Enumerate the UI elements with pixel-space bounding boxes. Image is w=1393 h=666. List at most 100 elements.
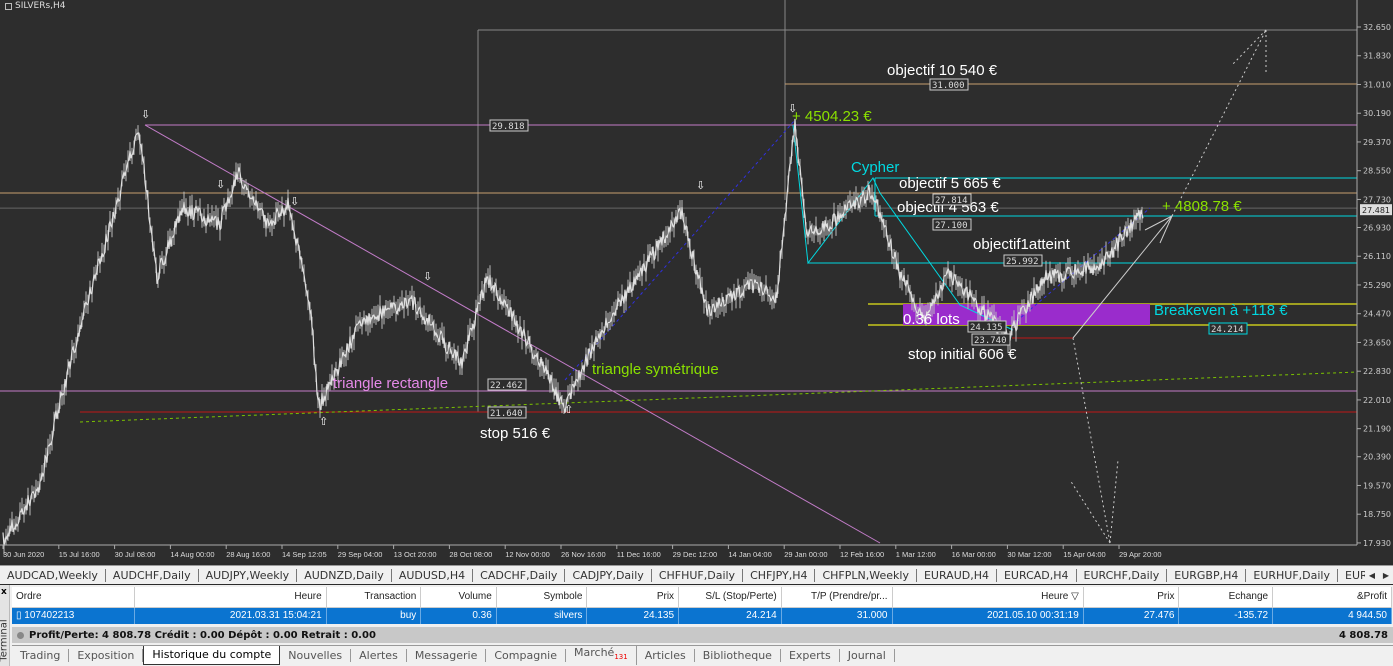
column-header[interactable]: Prix: [586, 587, 680, 608]
column-header[interactable]: &Profit: [1272, 587, 1392, 608]
x-tick-label: 29 Sep 04:00: [338, 550, 383, 559]
level-label-l29818: 29.818: [492, 122, 525, 132]
table-cell: ▯ 107402213: [12, 607, 136, 624]
x-tick-label: 29 Apr 20:00: [1119, 550, 1162, 559]
x-tick-label: 12 Feb 16:00: [840, 550, 884, 559]
annotation-stop-initial: stop initial 606 €: [908, 346, 1017, 363]
annotation-objectif10: objectif 10 540 €: [887, 62, 998, 79]
level-box-l22462: [487, 378, 527, 391]
chart-canvas[interactable]: ⇩ ⇩ ⇩ ⇩ ⇩ ⇩ ⇧ ⇧ 32.650 31.830 31.010 30.190 29.370 2…: [0, 0, 1393, 563]
y-tick-label: 23.650: [1363, 338, 1391, 347]
symbol-tab[interactable]: EURCHF,Daily: [1077, 568, 1168, 582]
level-box-l29818: [489, 119, 529, 132]
x-tick-label: 14 Jan 04:00: [728, 550, 771, 559]
table-cell: buy: [326, 607, 422, 624]
table-cell: 31.000: [781, 607, 893, 624]
column-header[interactable]: Transaction: [326, 587, 422, 608]
y-tick-label: 27.730: [1363, 195, 1391, 204]
history-table: Ordre Heure Transaction Volume Symbole Prix S/…: [12, 587, 1392, 624]
symbol-tab[interactable]: EURHUF,Daily: [1246, 568, 1338, 582]
terminal-tab[interactable]: Alertes: [351, 649, 407, 662]
symbol-tab[interactable]: AUDCHF,Daily: [106, 568, 199, 582]
annotation-triangle-symetrique: triangle symétrique: [592, 361, 719, 378]
terminal-tab[interactable]: Marché131: [566, 646, 637, 665]
annotation-breakeven: Breakeven à +118 €: [1154, 302, 1288, 319]
column-header[interactable]: Echange: [1178, 587, 1274, 608]
terminal-tab[interactable]: Compagnie: [486, 649, 567, 662]
column-header[interactable]: Prix: [1083, 587, 1180, 608]
level-box-l27100: [932, 218, 972, 231]
y-tick-label: 22.010: [1363, 396, 1391, 405]
level-label-l22462: 22.462: [490, 381, 523, 391]
projection-dashed-up: [1171, 29, 1267, 217]
summary-bar: Profit/Perte: 4 808.78 Crédit : 0.00 Dép…: [12, 627, 1393, 643]
x-tick-label: 15 Apr 04:00: [1063, 550, 1106, 559]
terminal-label: Terminal: [0, 619, 10, 662]
x-tick-label: 13 Oct 20:00: [394, 550, 437, 559]
column-header[interactable]: Heure: [134, 587, 327, 608]
table-cell: 27.476: [1083, 607, 1180, 624]
symbol-tab[interactable]: EURGBP,H4: [1167, 568, 1247, 582]
symbol-tabs: AUDCAD,Weekly AUDCHF,Daily AUDJPY,Weekly AU…: [0, 565, 1393, 584]
tab-scroll-left-icon[interactable]: ◀: [1368, 570, 1376, 580]
column-header[interactable]: S/L (Stop/Perte): [678, 587, 782, 608]
symbol-tab[interactable]: CADJPY,Daily: [565, 568, 652, 582]
symbol-tab[interactable]: EURCAD,H4: [997, 568, 1077, 582]
projection-arrow: [1072, 215, 1173, 339]
close-terminal-icon[interactable]: x: [1, 587, 7, 597]
terminal-tab[interactable]: Experts: [781, 649, 840, 662]
column-header[interactable]: T/P (Prendre/pr...: [781, 587, 893, 608]
level-box-l24214: [1208, 322, 1248, 335]
x-tick-label: 30 Jul 08:00: [115, 550, 156, 559]
tab-scroll-right-icon[interactable]: ▶: [1382, 570, 1390, 580]
x-tick-label: 12 Nov 00:00: [505, 550, 550, 559]
terminal-tab[interactable]: Messagerie: [407, 649, 487, 662]
symbol-tab[interactable]: CHFHUF,Daily: [652, 568, 744, 582]
column-header[interactable]: Ordre: [12, 587, 136, 608]
symbol-tab[interactable]: AUDCAD,Weekly: [0, 568, 106, 582]
terminal-tab[interactable]: Nouvelles: [280, 649, 352, 662]
symbol-tab[interactable]: CADCHF,Daily: [473, 568, 566, 582]
terminal-tab[interactable]: Exposition: [69, 649, 144, 662]
level-label-l23740: 23.740: [974, 336, 1007, 346]
chart-title: SILVERs,H4: [5, 1, 66, 11]
annotation-stop516: stop 516 €: [480, 425, 551, 442]
column-header[interactable]: Heure ▽: [892, 587, 1084, 608]
summary-icon: [17, 631, 24, 639]
level-box-l24135: [967, 320, 1007, 333]
terminal-tab[interactable]: Articles: [637, 649, 695, 662]
column-header[interactable]: Symbole: [496, 587, 588, 608]
trade-line-2: [1011, 207, 1151, 326]
symbol-tab[interactable]: EURAUD,H4: [917, 568, 997, 582]
price-axis: [1357, 0, 1393, 563]
symbol-tab[interactable]: CHFJPY,H4: [743, 568, 816, 582]
level-box-l27814: [932, 193, 972, 206]
y-tick-label: 32.650: [1363, 23, 1391, 32]
terminal-tab[interactable]: Journal: [840, 649, 895, 662]
annotation-cypher: Cypher: [851, 159, 899, 176]
price-chart[interactable]: ⇩ ⇩ ⇩ ⇩ ⇩ ⇩ ⇧ ⇧ 32.650 31.830 31.010 30.190 29.370 2…: [0, 0, 1393, 563]
terminal-tab[interactable]: Trading: [12, 649, 70, 662]
symbol-tab[interactable]: AUDJPY,Weekly: [199, 568, 298, 582]
symbol-tab[interactable]: CHFPLN,Weekly: [815, 568, 917, 582]
projection-dashed-down: [1072, 337, 1111, 544]
symbol-tab[interactable]: AUDUSD,H4: [392, 568, 474, 582]
terminal-panel: x Terminal Ordre Heure Transaction Volume Sym…: [0, 585, 1393, 666]
terminal-tab[interactable]: Historique du compte: [143, 646, 281, 665]
green-trendline: [79, 371, 1358, 423]
fractal-down-icon: ⇩: [290, 195, 299, 208]
x-tick-label: 15 Jul 16:00: [59, 550, 100, 559]
level-box-l23740: [971, 333, 1011, 346]
level-box-l25992: [1003, 254, 1043, 267]
symbol-tab[interactable]: AUDNZD,Daily: [297, 568, 392, 582]
x-tick-label: 26 Nov 16:00: [561, 550, 606, 559]
column-header[interactable]: Volume: [420, 587, 497, 608]
dashed-head-4: [1109, 459, 1119, 544]
fractal-down-icon: ⇩: [696, 179, 705, 192]
table-row[interactable]: ▯ 107402213 2021.03.31 15:04:21 buy 0.36 sil…: [12, 607, 1392, 624]
y-tick-label: 28.550: [1363, 167, 1391, 176]
y-tick-label: 21.190: [1363, 425, 1391, 434]
terminal-tabs: Trading Exposition Historique du compte Nou…: [12, 645, 1393, 665]
chart-menu-icon[interactable]: [5, 2, 12, 10]
terminal-tab[interactable]: Bibliotheque: [695, 649, 781, 662]
